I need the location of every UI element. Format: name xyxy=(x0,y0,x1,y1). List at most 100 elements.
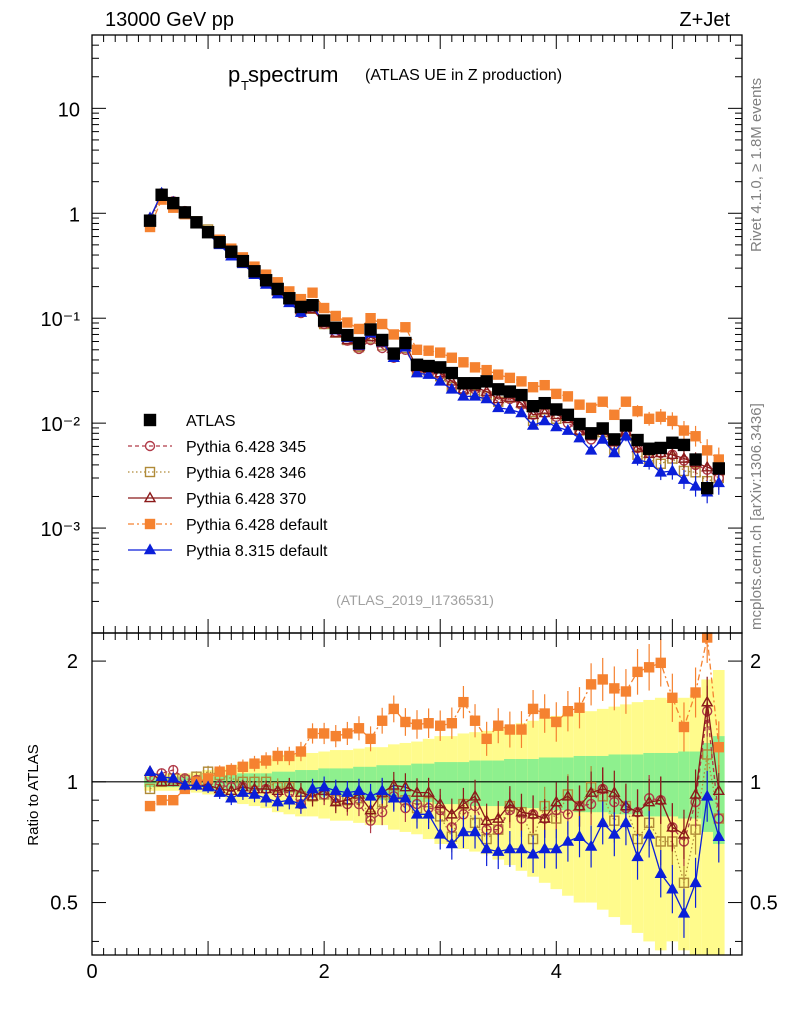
ratio-point-p8 xyxy=(317,780,331,792)
ratio-ytick-label-right: 0.5 xyxy=(750,893,778,915)
ratio-point-p8 xyxy=(294,797,308,809)
ratio-point-pdefault xyxy=(713,741,724,753)
ratio-point-pdefault xyxy=(655,657,666,669)
main-point-p370 xyxy=(701,460,714,472)
ratio-point-pdefault xyxy=(156,794,167,806)
ratio-point-p370 xyxy=(642,795,656,807)
ratio-point-pdefault xyxy=(376,715,388,726)
title-paren: (ATLAS UE in Z production) xyxy=(365,67,562,84)
ratio-xtick-label: 4 xyxy=(551,961,562,983)
axes: 10⁻³ 10⁻² 10⁻¹ 1 10 0 2 4 0.5 0.5 1 1 2 2 xyxy=(41,34,778,983)
legend-symbol-p345 xyxy=(144,440,156,452)
ratio-point-p370 xyxy=(468,789,482,801)
ratio-ytick-label-left: 1 xyxy=(67,772,78,794)
legend-label-atlas: ATLAS xyxy=(186,413,236,430)
ratio-point-p8 xyxy=(213,785,226,797)
band-inner xyxy=(573,755,586,813)
band-inner xyxy=(631,754,644,815)
ratio-point-p345 xyxy=(376,806,388,818)
main-point-pdefault xyxy=(493,369,504,380)
main-point-pdefault xyxy=(481,364,492,376)
main-point-pdefault xyxy=(504,372,516,384)
main-point-ATLAS xyxy=(457,377,470,390)
main-point-pdefault xyxy=(632,405,643,417)
main-point-ATLAS xyxy=(259,274,273,287)
legend-entry-370: Pythia 6.428 370 xyxy=(128,491,306,508)
main-point-p8 xyxy=(608,446,621,458)
ratio-point-p8 xyxy=(329,784,342,796)
main-point-ATLAS xyxy=(550,403,563,416)
main-point-ATLAS xyxy=(700,481,714,495)
main-point-p370 xyxy=(677,451,691,463)
main-point-ATLAS xyxy=(631,433,644,447)
title-sub: T xyxy=(241,78,249,93)
main-point-pdefault xyxy=(620,396,632,407)
ratio-point-p370 xyxy=(538,811,551,823)
ratio-point-p370 xyxy=(445,807,458,819)
ratio-point-p8 xyxy=(654,867,667,879)
ratio-point-pdefault xyxy=(272,750,283,762)
ratio-point-p370 xyxy=(573,799,586,811)
ratio-point-pdefault xyxy=(249,758,260,769)
main-point-pdefault xyxy=(458,357,469,368)
ratio-point-p8 xyxy=(422,807,435,819)
main-point-pdefault xyxy=(609,409,620,421)
ratio-point-pdefault xyxy=(435,720,446,731)
ratio-point-p8 xyxy=(642,827,656,839)
ratio-point-pdefault xyxy=(342,728,353,739)
ratio-point-p370 xyxy=(608,785,621,797)
ratio-xtick-label: 0 xyxy=(86,961,97,983)
main-point-ATLAS xyxy=(375,333,389,347)
ratio-point-pdefault xyxy=(504,724,516,735)
ratio-point-p8 xyxy=(503,842,517,854)
ratio-point-p8 xyxy=(143,765,157,776)
main-point-pdefault xyxy=(353,323,365,335)
main-point-p370 xyxy=(526,408,540,420)
ratio-xtick-label: 2 xyxy=(319,961,330,983)
ratio-point-p8 xyxy=(341,785,354,797)
ratio-point-p8 xyxy=(387,791,400,803)
band-inner xyxy=(515,758,528,809)
main-point-ATLAS xyxy=(399,336,412,350)
main-point-p8 xyxy=(492,401,505,413)
main-point-ATLAS xyxy=(654,441,667,455)
main-point-p8 xyxy=(677,472,691,484)
ratio-point-pdefault xyxy=(307,728,318,739)
ratio-point-p370 xyxy=(306,789,319,801)
main-point-pdefault xyxy=(435,347,446,358)
ratio-series-pdefault xyxy=(144,632,724,812)
ratio-point-pdefault xyxy=(678,721,690,733)
main-point-ATLAS xyxy=(677,438,691,452)
main-point-ATLAS xyxy=(213,236,226,249)
ratio-point-p8 xyxy=(515,842,528,854)
ratio-point-p370 xyxy=(689,787,702,799)
ratio-point-p8 xyxy=(271,795,284,807)
ratio-point-p370 xyxy=(654,793,667,805)
band-inner xyxy=(666,752,679,817)
ratio-point-pdefault xyxy=(353,723,365,734)
main-point-pdefault xyxy=(678,425,690,436)
band-inner xyxy=(538,757,551,811)
main-ytick-label: 1 xyxy=(69,204,80,226)
ratio-point-pdefault xyxy=(423,718,434,729)
ratio-point-p8 xyxy=(167,771,180,783)
title-p: p xyxy=(228,62,240,87)
main-series-ATLAS xyxy=(143,188,725,495)
ratio-ytick-label-right: 2 xyxy=(750,651,761,673)
ratio-point-p8 xyxy=(283,793,296,805)
main-point-ATLAS xyxy=(503,385,517,398)
ratio-point-p8 xyxy=(480,842,493,854)
ratio-point-p370 xyxy=(492,811,505,823)
legend-label-p8: Pythia 8.315 default xyxy=(186,543,328,560)
main-point-pdefault xyxy=(318,302,330,314)
ratio-point-p346 xyxy=(144,783,156,795)
ratio-point-p8 xyxy=(492,844,505,856)
ratio-point-pdefault xyxy=(214,766,225,777)
ratio-point-pdefault xyxy=(516,724,527,735)
band-inner xyxy=(480,760,493,807)
ratio-point-pdefault xyxy=(667,692,678,703)
ratio-point-pdefault xyxy=(585,679,597,690)
main-point-ATLAS xyxy=(712,462,725,475)
main-point-pdefault xyxy=(562,391,574,402)
main-ytick-label: 10 xyxy=(58,99,80,121)
